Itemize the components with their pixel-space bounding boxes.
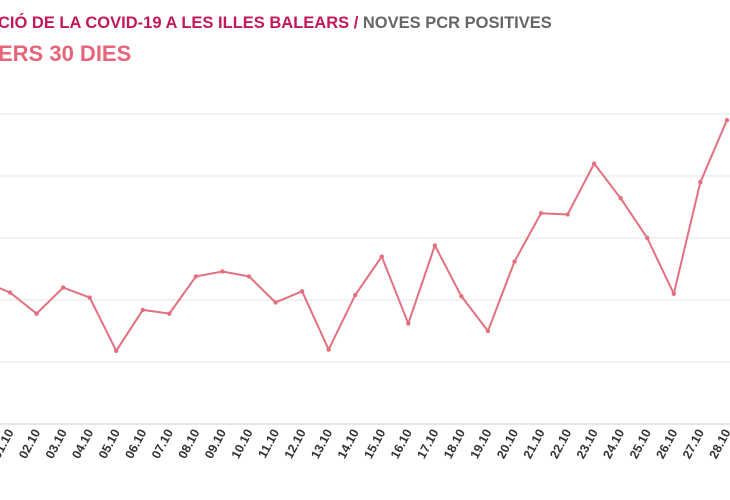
- data-point: [538, 211, 544, 216]
- x-tick-label: 19.10: [468, 427, 495, 461]
- data-point: [671, 291, 676, 296]
- x-tick-label: 27.10: [680, 427, 707, 461]
- x-tick-label: 12.10: [282, 427, 309, 461]
- data-point: [7, 290, 13, 295]
- data-point: [645, 235, 650, 241]
- data-point: [60, 285, 66, 290]
- x-tick-label: 22.10: [547, 427, 574, 461]
- x-tick-label: 10.10: [229, 427, 256, 461]
- data-point: [485, 328, 491, 334]
- x-tick-label: 09.10: [202, 427, 229, 461]
- x-tick-label: 05.10: [96, 427, 123, 461]
- x-tick-label: 24.10: [600, 427, 627, 461]
- x-tick-label: 01.10: [0, 427, 17, 461]
- x-tick-label: 08.10: [176, 427, 203, 461]
- x-tick-label: 20.10: [494, 427, 521, 461]
- x-tick-label: 17.10: [414, 427, 441, 461]
- title-secondary: NOVES PCR POSITIVES: [363, 14, 552, 32]
- x-tick-label: 26.10: [653, 427, 680, 461]
- data-point: [246, 274, 252, 279]
- data-point: [459, 294, 464, 299]
- data-line: [0, 119, 728, 352]
- x-tick-label: 23.10: [574, 427, 601, 461]
- data-point: [618, 196, 623, 201]
- data-point: [299, 289, 305, 294]
- x-tick-label: 04.10: [69, 427, 96, 461]
- data-point: [273, 300, 278, 305]
- x-tick-label: 06.10: [122, 427, 149, 461]
- x-tick-label: 07.10: [149, 427, 176, 461]
- x-tick-label: 13.10: [308, 427, 335, 461]
- data-point: [114, 348, 119, 354]
- x-tick-label: 11.10: [255, 427, 282, 461]
- x-tick-label: 28.10: [707, 427, 730, 461]
- data-point: [724, 118, 730, 123]
- data-point: [591, 161, 597, 166]
- data-point: [220, 269, 225, 274]
- x-tick-label: 03.10: [43, 427, 70, 461]
- x-tick-label: 25.10: [627, 427, 654, 461]
- x-tick-label: 14.10: [335, 427, 362, 461]
- data-point: [379, 254, 384, 259]
- data-point: [353, 292, 358, 298]
- title-main: CIÓ DE LA COVID-19 A LES ILLES BALEARS /: [0, 13, 359, 32]
- x-tick-label: 02.10: [16, 427, 43, 461]
- x-tick-label: 16.10: [388, 427, 415, 461]
- data-point: [140, 307, 145, 313]
- data-point: [167, 311, 172, 316]
- data-point: [512, 259, 517, 264]
- data-point: [406, 321, 411, 326]
- data-point: [87, 295, 92, 300]
- chart-title: CIÓ DE LA COVID-19 A LES ILLES BALEARS /…: [0, 13, 552, 32]
- x-tick-label: 21.10: [521, 427, 548, 461]
- data-point: [698, 180, 703, 185]
- data-point: [326, 347, 331, 352]
- x-tick-label: 15.10: [361, 427, 388, 461]
- data-point: [432, 243, 438, 248]
- x-tick-label: 18.10: [441, 427, 468, 461]
- data-point: [565, 212, 570, 217]
- data-point: [34, 311, 39, 316]
- chart-subtitle: ERS 30 DIES: [0, 41, 131, 66]
- data-point: [193, 274, 199, 279]
